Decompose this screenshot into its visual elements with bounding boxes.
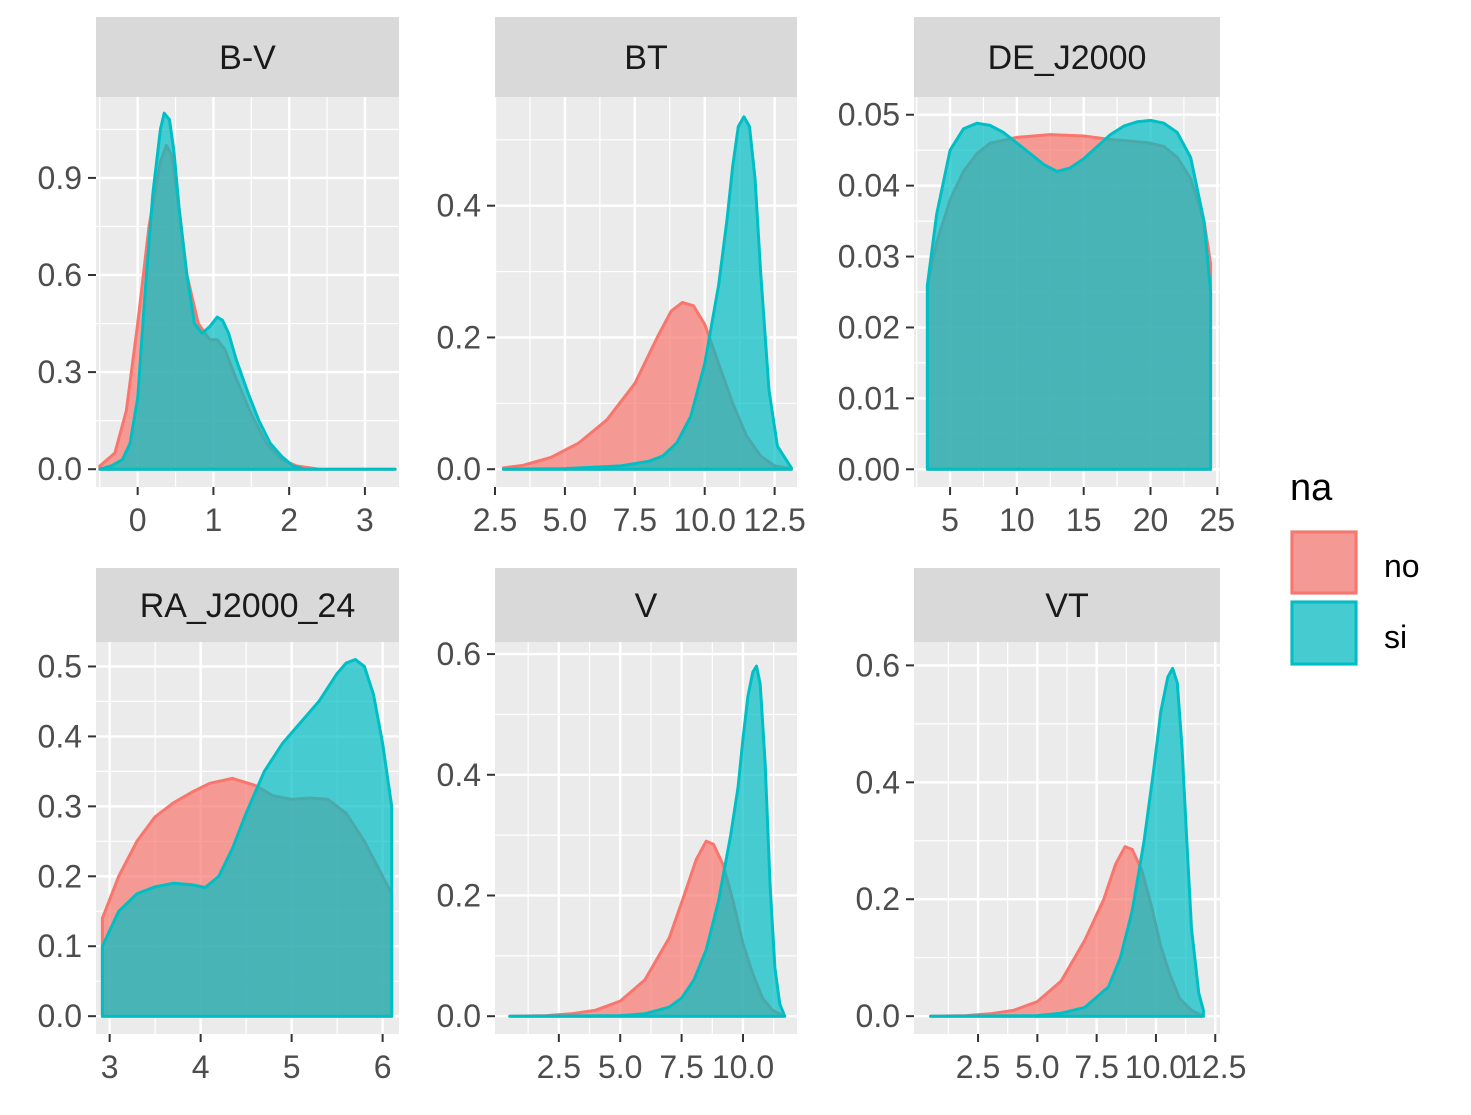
density-outline-si xyxy=(98,111,397,471)
y-tick-label: 0.04 xyxy=(838,168,900,204)
density-areas xyxy=(501,115,793,471)
density-outline-si xyxy=(925,118,1213,471)
y-tick-label: 0.2 xyxy=(856,881,900,917)
facet-strip xyxy=(96,568,399,642)
density-area-si xyxy=(509,666,785,1017)
facet-strip xyxy=(914,17,1220,97)
y-tick-label: 0.2 xyxy=(437,319,481,355)
density-areas xyxy=(925,118,1213,471)
y-tick-label: 0.2 xyxy=(437,877,481,913)
x-tick-label: 5.0 xyxy=(1015,1049,1059,1085)
y-tick-label: 0.05 xyxy=(838,97,900,133)
facet-panel-6: VT 2.5 5.0 7.5 10.012.5 0.0 0.2 0.4 0.6 xyxy=(856,568,1246,1085)
density-areas xyxy=(508,664,787,1018)
x-tick-label: 15 xyxy=(1066,502,1102,538)
x-tick-label: 2.5 xyxy=(956,1049,1000,1085)
y-tick-label: 0.01 xyxy=(838,380,900,416)
facet-strip-label: DE_J2000 xyxy=(988,39,1147,77)
y-tick-label: 0.9 xyxy=(38,160,82,196)
x-tick-label: 7.5 xyxy=(613,502,657,538)
density-area-si xyxy=(927,120,1211,470)
y-tick-label: 0.6 xyxy=(856,647,900,683)
legend-swatch-no xyxy=(1290,530,1358,595)
y-tick-label: 0.02 xyxy=(838,309,900,345)
x-tick-label: 20 xyxy=(1133,502,1169,538)
facet-strip-label: V xyxy=(635,587,658,625)
x-tick-label: 3 xyxy=(101,1049,119,1085)
density-areas xyxy=(929,666,1205,1018)
x-tick-label: 0 xyxy=(129,502,147,538)
facet-strip xyxy=(914,568,1220,642)
x-tick-label: 4 xyxy=(192,1049,210,1085)
x-tick-label: 2.5 xyxy=(537,1049,581,1085)
x-tick-label: 10.0 xyxy=(1125,1049,1187,1085)
density-outline-si xyxy=(501,115,793,471)
facet-strip-label: RA_J2000_24 xyxy=(140,587,356,625)
x-tick-label: 5.0 xyxy=(598,1049,642,1085)
y-tick-label: 0.4 xyxy=(38,718,82,754)
density-outline-si xyxy=(100,658,394,1018)
y-tick-label: 0.0 xyxy=(38,998,82,1034)
legend: na no si xyxy=(1290,467,1420,666)
y-tick-label: 0.0 xyxy=(38,451,82,487)
x-tick-label: 3 xyxy=(356,502,374,538)
y-tick-label: 0.2 xyxy=(38,858,82,894)
x-tick-label: 7.5 xyxy=(659,1049,703,1085)
x-tick-label: 10.0 xyxy=(674,502,736,538)
x-tick-label: 5 xyxy=(283,1049,301,1085)
y-tick-label: 0.1 xyxy=(38,928,82,964)
x-tick-label: 7.5 xyxy=(1074,1049,1118,1085)
x-tick-label: 2 xyxy=(280,502,298,538)
facet-strip-label: B-V xyxy=(219,39,276,77)
x-tick-label: 12.5 xyxy=(1184,1049,1246,1085)
facet-panel-2: BT 2.5 5.0 7.5 10.0 12.5 0.0 0.2 0.4 xyxy=(437,17,806,538)
facet-panel-1: B-V 0 1 2 3 0.0 0.3 0.6 0.9 xyxy=(38,17,399,538)
x-tick-label: 1 xyxy=(205,502,223,538)
y-tick-label: 0.4 xyxy=(437,188,481,224)
density-outline-si xyxy=(929,666,1205,1018)
x-tick-label: 5.0 xyxy=(543,502,587,538)
facet-panel-3: DE_J2000 5 10 15 20 25 0.00 0.01 0.02 0.03 0.04 0.0… xyxy=(838,17,1235,538)
y-tick-label: 0.4 xyxy=(437,757,481,793)
x-tick-label: 10.0 xyxy=(712,1049,774,1085)
legend-label-si: si xyxy=(1384,619,1407,655)
y-tick-label: 0.0 xyxy=(856,998,900,1034)
x-tick-label: 5 xyxy=(941,502,959,538)
y-tick-label: 0.0 xyxy=(437,998,481,1034)
y-tick-label: 0.5 xyxy=(38,648,82,684)
y-tick-label: 0.00 xyxy=(838,451,900,487)
y-tick-label: 0.03 xyxy=(838,239,900,275)
density-area-si xyxy=(930,668,1204,1017)
legend-swatch-si xyxy=(1290,600,1358,666)
legend-label-no: no xyxy=(1384,548,1420,584)
x-tick-label: 10 xyxy=(999,502,1035,538)
facet-strip xyxy=(495,17,797,97)
density-areas xyxy=(100,658,394,1018)
facet-panel-4: RA_J2000_24 3 4 5 6 0.0 0.1 0.2 0.3 0.4 0.5 xyxy=(38,568,399,1085)
facet-strip xyxy=(96,17,399,97)
y-tick-label: 0.4 xyxy=(856,764,900,800)
x-tick-label: 2.5 xyxy=(473,502,517,538)
y-tick-label: 0.3 xyxy=(38,788,82,824)
density-area-si xyxy=(102,659,392,1017)
facet-panel-5: V 2.5 5.0 7.5 10.0 0.0 0.2 0.4 0.6 xyxy=(437,568,797,1085)
legend-title: na xyxy=(1290,467,1333,509)
x-tick-label: 12.5 xyxy=(743,502,805,538)
density-area-si xyxy=(99,113,396,470)
x-tick-label: 6 xyxy=(374,1049,392,1085)
facet-strip-label: VT xyxy=(1045,587,1088,625)
y-tick-label: 0.3 xyxy=(38,354,82,390)
facet-strip xyxy=(495,568,797,642)
density-outline-si xyxy=(508,664,787,1018)
facet-strip-label: BT xyxy=(624,39,667,77)
density-area-si xyxy=(503,116,792,470)
y-tick-label: 0.0 xyxy=(437,451,481,487)
x-tick-label: 25 xyxy=(1200,502,1236,538)
density-areas xyxy=(98,111,397,471)
y-tick-label: 0.6 xyxy=(437,636,481,672)
y-tick-label: 0.6 xyxy=(38,257,82,293)
